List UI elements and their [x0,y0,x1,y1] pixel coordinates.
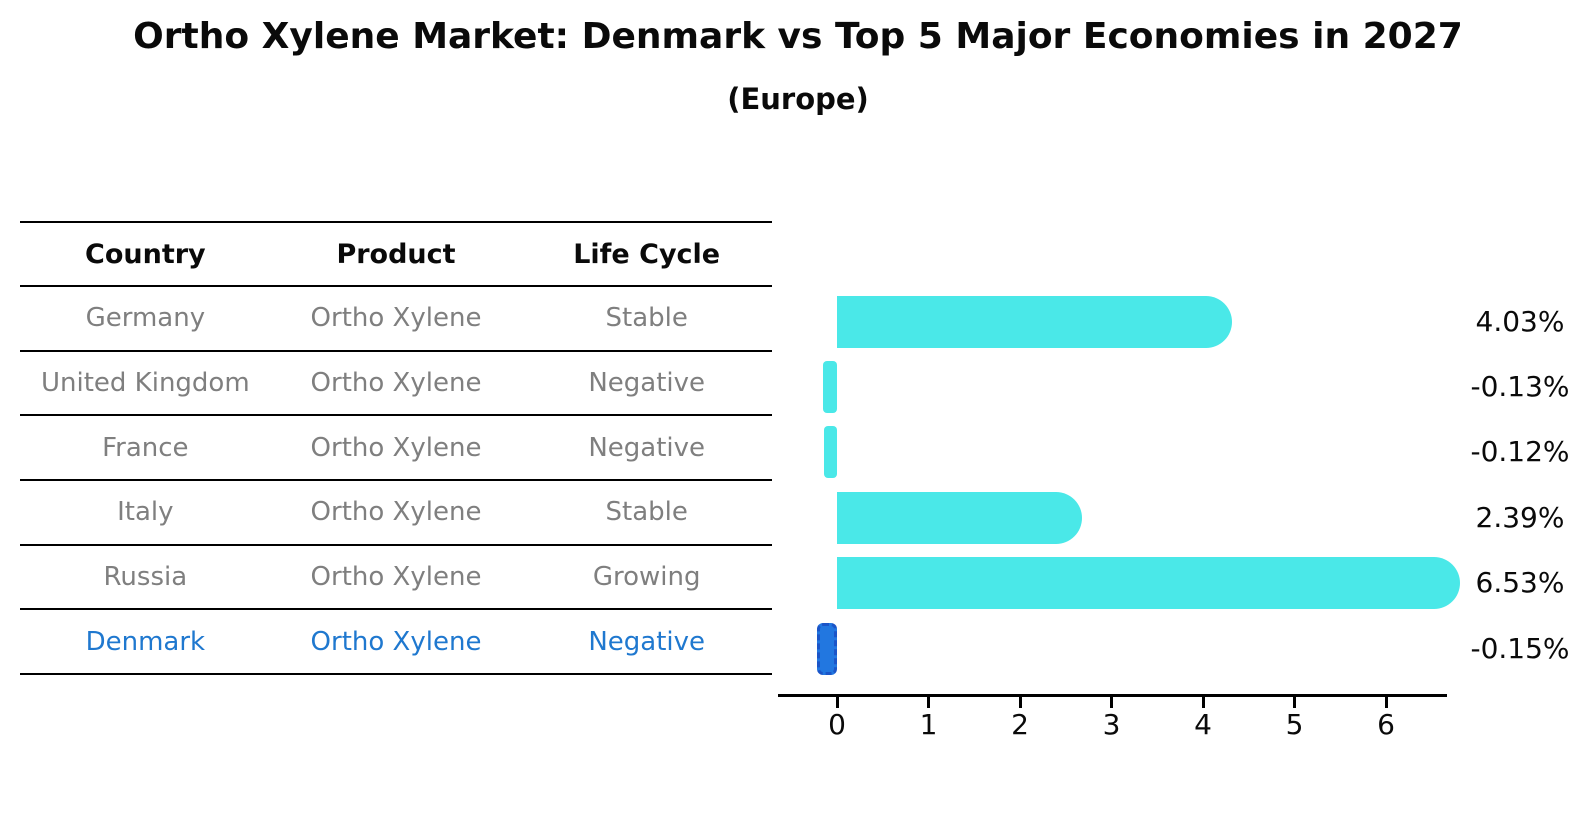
table-row: United Kingdom Ortho Xylene Negative [20,352,772,417]
x-axis-tick-label: 5 [1285,708,1304,741]
cell-country: Denmark [85,626,206,657]
cell-life-cycle: Negative [588,368,706,399]
x-axis-tick-mark [1201,697,1205,708]
cell-product: Ortho Xylene [310,432,482,463]
x-axis-tick-label: 3 [1102,708,1121,741]
x-axis-tick-mark [927,697,930,708]
cell-product: Ortho Xylene [310,626,482,657]
x-axis-tick-label: 2 [1011,708,1029,741]
col-header-country: Country [85,238,206,270]
cell-life-cycle: Negative [588,432,706,463]
chart-subtitle: (Europe) [727,82,869,116]
x-axis-line [778,694,1447,697]
cell-country: United Kingdom [40,368,250,399]
bar-value-label: 6.53% [1475,566,1565,600]
bar-value-label: 4.03% [1475,304,1565,338]
cell-life-cycle: Negative [588,626,706,657]
col-header-lifecycle: Life Cycle [573,238,721,270]
x-axis-tick-label: 4 [1194,708,1212,741]
cell-life-cycle: Stable [605,497,688,528]
cell-product: Ortho Xylene [310,368,482,399]
cell-life-cycle: Growing [592,562,701,593]
bar-united-kingdom [823,360,837,413]
bar-value-label: -0.15% [1470,631,1570,665]
table-header-row: Country Product Life Cycle [20,221,772,287]
bar-germany [837,295,1232,348]
cell-product: Ortho Xylene [310,303,482,334]
cell-product: Ortho Xylene [310,497,482,528]
table-row: Italy Ortho Xylene Stable [20,481,772,546]
table-row: Denmark Ortho Xylene Negative [20,610,772,676]
cell-product: Ortho Xylene [310,562,482,593]
cell-country: France [102,432,189,463]
bar-russia [837,557,1461,610]
bar-italy [837,491,1082,544]
col-header-product: Product [336,238,456,270]
table-row: France Ortho Xylene Negative [20,416,772,482]
x-axis-tick-mark [1110,697,1113,708]
x-axis-tick-mark [835,697,839,708]
x-axis-tick-label: 0 [828,708,846,741]
cell-country: Italy [117,497,174,528]
chart-title: Ortho Xylene Market: Denmark vs Top 5 Ma… [133,16,1463,57]
x-axis-tick-mark [1384,697,1388,708]
table-row: Germany Ortho Xylene Stable [20,287,772,352]
data-table: Country Product Life Cycle Germany Ortho … [20,221,772,676]
bar-value-label: -0.12% [1470,435,1570,469]
bar-denmark [817,622,837,675]
cell-country: Russia [103,562,188,593]
bar-value-label: 2.39% [1475,500,1565,534]
bar-france [824,426,837,479]
x-axis-tick-label: 1 [919,708,938,741]
cell-country: Germany [85,303,206,334]
x-axis-tick-mark [1018,697,1022,708]
cell-life-cycle: Stable [605,303,688,334]
table-row: Russia Ortho Xylene Growing [20,546,772,611]
table-body: Germany Ortho Xylene Stable United Kingdom O… [20,287,772,676]
x-axis-tick-label: 6 [1377,708,1395,741]
bar-value-label: -0.13% [1470,369,1570,403]
x-axis-tick-mark [1293,697,1296,708]
